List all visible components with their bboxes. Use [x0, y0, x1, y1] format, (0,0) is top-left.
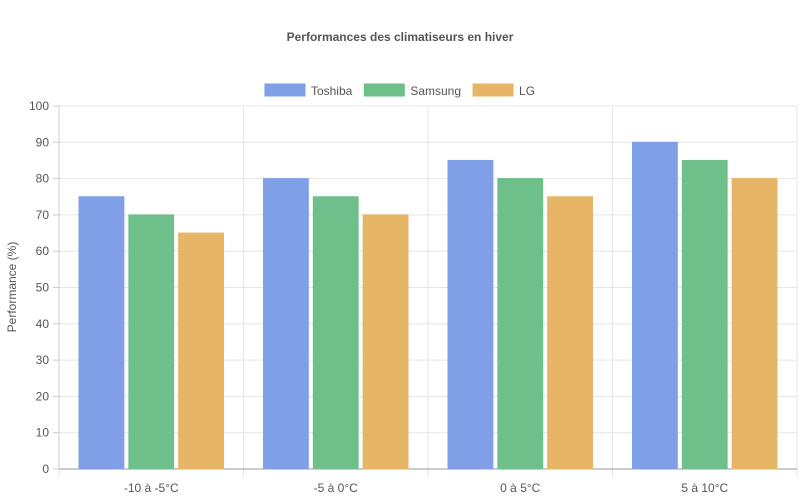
bars	[78, 141, 778, 470]
y-tick-labels: 0 10 20 30 40 50 60 70 80 90 100	[29, 99, 49, 476]
legend-item-lg[interactable]: LG	[472, 83, 535, 98]
y-tick-label: 80	[36, 172, 50, 186]
x-tick-label: -5 à 0°C	[314, 481, 358, 495]
bar-samsung-0[interactable]	[128, 214, 175, 470]
y-axis-title: Performance (%)	[5, 242, 19, 333]
y-tick-label: 60	[36, 244, 50, 258]
y-tick-label: 10	[36, 426, 50, 440]
bar-toshiba-2[interactable]	[447, 159, 494, 470]
bar-lg-0[interactable]	[178, 232, 225, 470]
y-tick-label: 100	[29, 99, 49, 113]
legend[interactable]: Toshiba Samsung LG	[264, 83, 535, 98]
legend-swatch	[264, 83, 306, 97]
bar-lg-3[interactable]	[731, 178, 778, 470]
y-tick-label: 0	[42, 462, 49, 476]
y-tick-label: 90	[36, 135, 50, 149]
y-tick-label: 40	[36, 317, 50, 331]
legend-label: Samsung	[410, 84, 461, 98]
bar-lg-1[interactable]	[362, 214, 409, 470]
bar-toshiba-3[interactable]	[632, 141, 678, 470]
legend-swatch	[363, 83, 405, 97]
y-tick-label: 30	[36, 353, 50, 367]
bar-lg-2[interactable]	[547, 196, 594, 470]
chart-title: Performances des climatiseurs en hiver	[287, 30, 514, 44]
x-tick-label: 5 à 10°C	[681, 481, 728, 495]
legend-label: Toshiba	[311, 84, 353, 98]
x-tick-label: -10 à -5°C	[124, 481, 179, 495]
legend-item-toshiba[interactable]: Toshiba	[264, 83, 353, 98]
x-tick-labels: -10 à -5°C -5 à 0°C 0 à 5°C 5 à 10°C	[124, 481, 729, 495]
legend-swatch	[472, 83, 514, 97]
legend-label: LG	[519, 84, 535, 98]
bar-toshiba-1[interactable]	[263, 178, 309, 470]
bar-samsung-1[interactable]	[312, 196, 359, 470]
y-tick-label: 70	[36, 208, 50, 222]
bar-samsung-3[interactable]	[681, 159, 728, 470]
bar-samsung-2[interactable]	[497, 178, 544, 470]
bar-toshiba-0[interactable]	[78, 196, 125, 470]
legend-item-samsung[interactable]: Samsung	[363, 83, 461, 98]
y-tick-label: 20	[36, 389, 50, 403]
y-tick-label: 50	[36, 281, 50, 295]
x-tick-label: 0 à 5°C	[500, 481, 540, 495]
